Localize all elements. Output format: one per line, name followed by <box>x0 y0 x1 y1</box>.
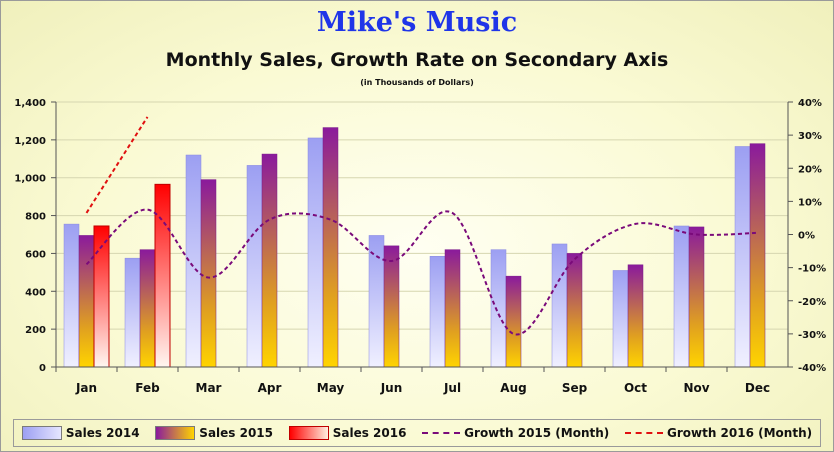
y2-tick-label: 30% <box>798 131 822 142</box>
legend-swatch-sales-2015 <box>155 426 196 440</box>
bar-sales-2015 <box>261 153 278 368</box>
y-tick-label: 1,000 <box>14 174 46 185</box>
legend-swatch-growth-2015 <box>422 432 461 434</box>
line-growth-2015-month <box>85 208 758 336</box>
legend-label-sales-2015: Sales 2015 <box>199 426 274 440</box>
legend-item-growth-2016: Growth 2016 (Month) <box>625 426 812 440</box>
bar-sales-2015 <box>566 253 583 368</box>
y-tick-label: 400 <box>25 287 46 298</box>
bar-sales-2014 <box>551 243 568 368</box>
bar-sales-2014 <box>612 270 629 368</box>
x-tick-label: Mar <box>196 381 222 395</box>
x-tick-label: Jun <box>380 381 403 395</box>
line-growth-2016-month <box>85 116 149 214</box>
x-tick-label: Aug <box>500 381 526 395</box>
bar-sales-2015 <box>749 143 766 368</box>
y2-tick-label: -40% <box>798 363 826 374</box>
bar-sales-2014 <box>124 257 141 368</box>
legend-label-growth-2015: Growth 2015 (Month) <box>464 426 610 440</box>
y2-tick-label: -10% <box>798 264 826 275</box>
bar-sales-2014 <box>673 225 690 368</box>
x-tick-label: May <box>317 381 345 395</box>
bar-sales-2015 <box>200 179 217 368</box>
y2-tick-label: 10% <box>798 197 822 208</box>
legend-swatch-growth-2016 <box>625 432 663 434</box>
bar-sales-2014 <box>63 223 80 368</box>
bar-sales-2014 <box>307 137 324 368</box>
legend-swatch-sales-2014 <box>21 426 62 440</box>
y-tick-label: 800 <box>25 212 46 223</box>
y-tick-label: 0 <box>39 363 46 374</box>
x-tick-label: Jan <box>75 381 97 395</box>
chart-title: Mike's Music <box>316 7 518 38</box>
bar-sales-2015 <box>322 127 339 368</box>
x-tick-label: Oct <box>624 381 647 395</box>
x-tick-label: Jul <box>443 381 461 395</box>
units-note: (in Thousands of Dollars) <box>360 78 474 87</box>
y-tick-label: 1,400 <box>14 98 46 109</box>
chart-subtitle: Monthly Sales, Growth Rate on Secondary … <box>165 49 669 71</box>
legend: Sales 2014 Sales 2015 Sales 2016 Growth … <box>13 419 821 447</box>
bar-sales-2014 <box>429 256 446 368</box>
legend-item-growth-2015: Growth 2015 (Month) <box>422 426 609 440</box>
legend-item-sales-2014: Sales 2014 <box>21 426 140 440</box>
bar-sales-2015 <box>78 235 95 368</box>
bar-sales-2014 <box>368 235 385 368</box>
bar-sales-2014 <box>734 146 751 368</box>
x-tick-label: Nov <box>683 381 709 395</box>
bar-sales-2016 <box>154 183 171 368</box>
bar-sales-2015 <box>444 249 461 368</box>
bar-sales-2015 <box>627 264 644 368</box>
x-tick-label: Apr <box>258 381 282 395</box>
bar-sales-2015 <box>505 275 522 368</box>
y2-tick-label: -20% <box>798 297 826 308</box>
y-tick-label: 600 <box>25 249 46 260</box>
bar-sales-2015 <box>688 226 705 368</box>
x-tick-label: Dec <box>745 381 770 395</box>
bar-sales-2014 <box>246 165 263 368</box>
y2-tick-label: 0% <box>798 231 815 242</box>
y2-tick-label: 20% <box>798 164 822 175</box>
bar-sales-2014 <box>490 249 507 368</box>
bar-sales-2015 <box>383 245 400 368</box>
y-tick-label: 1,200 <box>14 136 46 147</box>
bar-sales-2015 <box>139 249 156 368</box>
legend-label-growth-2016: Growth 2016 (Month) <box>667 426 813 440</box>
y-tick-label: 200 <box>25 325 46 336</box>
legend-label-sales-2016: Sales 2016 <box>332 426 407 440</box>
x-tick-label: Feb <box>135 381 160 395</box>
legend-item-sales-2015: Sales 2015 <box>155 426 273 440</box>
x-tick-label: Sep <box>562 381 588 395</box>
y2-tick-label: -30% <box>798 330 826 341</box>
legend-swatch-sales-2016 <box>288 426 329 440</box>
legend-label-sales-2014: Sales 2014 <box>65 426 140 440</box>
legend-item-sales-2016: Sales 2016 <box>288 426 407 440</box>
y2-tick-label: 40% <box>798 98 822 109</box>
